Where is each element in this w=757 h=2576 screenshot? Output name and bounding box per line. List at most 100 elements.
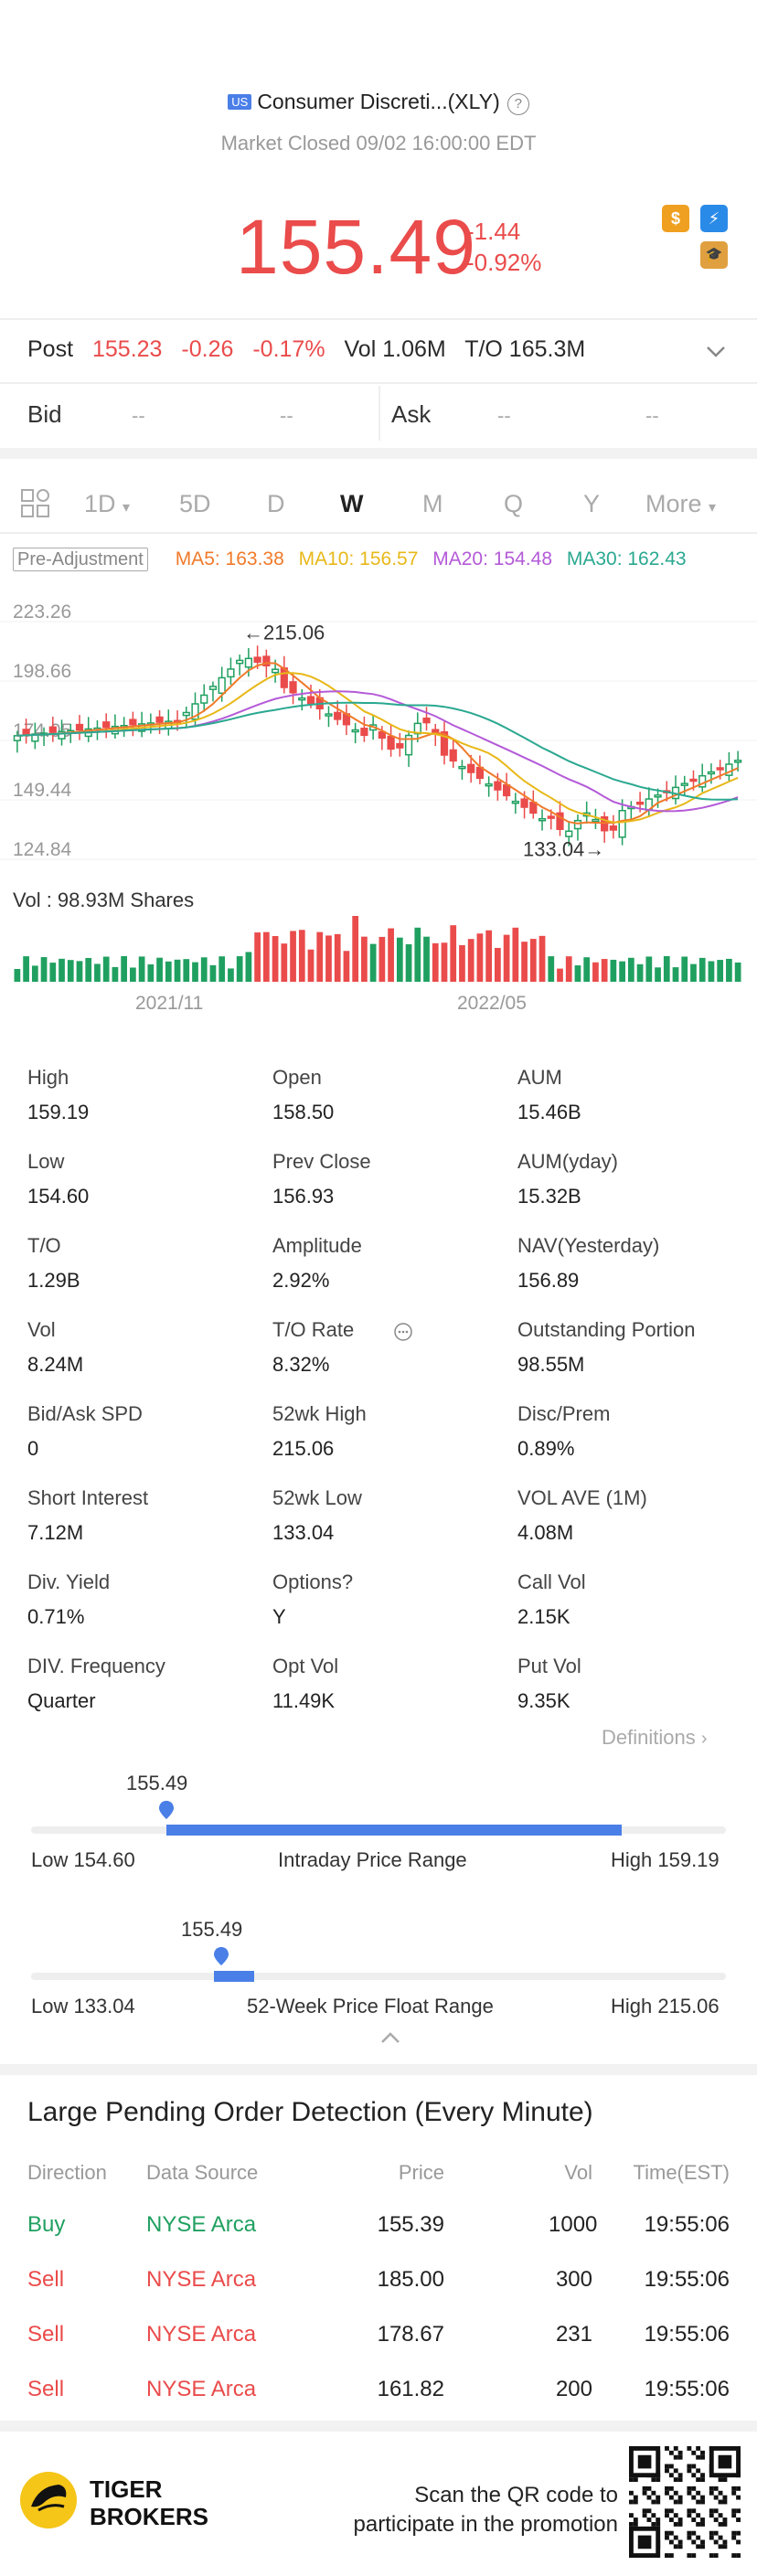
x-tick-label: 2022/05 <box>457 993 527 1014</box>
volume-bar <box>200 957 208 982</box>
help-icon[interactable]: ? <box>506 93 529 115</box>
location-pin-icon <box>159 1801 174 1819</box>
volume-bar <box>334 933 341 982</box>
chevron-down-icon[interactable] <box>706 346 726 358</box>
week52-low: Low 133.04 <box>31 1995 135 2017</box>
candle-body <box>271 668 280 674</box>
candle-body <box>485 782 493 787</box>
ma30-value: MA30: 162.43 <box>566 548 687 569</box>
stat-label: VOL AVE (1M) <box>517 1486 647 1509</box>
candle-body <box>494 781 502 791</box>
candle-body <box>13 735 21 741</box>
volume-bar <box>49 963 57 982</box>
tab-d[interactable]: D <box>267 490 285 517</box>
tab-q[interactable]: Q <box>504 490 524 517</box>
order-vol: 1000 <box>549 2212 598 2237</box>
candle-body <box>325 713 333 717</box>
dollar-icon[interactable]: $ <box>662 205 689 232</box>
stat-value: 1.29B <box>27 1269 80 1292</box>
stat-aum-yday: AUM(yday) 15.32B <box>517 1150 618 1208</box>
candle-body <box>449 749 457 762</box>
volume-bar <box>432 942 439 982</box>
stat-t-o: T/O 1.29B <box>27 1234 80 1293</box>
stat-label: Bid/Ask SPD <box>27 1402 143 1425</box>
candle-body <box>511 800 519 804</box>
stat-label: Short Interest <box>27 1486 149 1509</box>
stat-put-vol: Put Vol 9.35K <box>517 1655 581 1713</box>
volume-bar <box>672 967 679 982</box>
candle-body <box>182 711 190 717</box>
stat-label: High <box>27 1066 69 1089</box>
candle-body <box>529 802 538 814</box>
stat-label: Opt Vol <box>272 1655 339 1677</box>
stat-t-o-rate: T/O Rate 8.32% <box>272 1318 354 1377</box>
pre-adjustment-toggle[interactable]: Pre-Adjustment <box>13 548 148 571</box>
volume-bar <box>503 934 510 982</box>
stat-value: 0.89% <box>517 1437 575 1460</box>
volume-bar <box>298 930 305 982</box>
order-vol: 300 <box>555 2267 592 2292</box>
tab-m[interactable]: M <box>422 490 443 517</box>
education-icon[interactable]: 🎓 <box>700 241 728 269</box>
tab-1d[interactable]: 1D ▾ <box>84 490 131 517</box>
volume-bar <box>378 936 386 982</box>
chevron-up-icon[interactable] <box>380 2031 400 2044</box>
intraday-title: Intraday Price Range <box>278 1848 467 1871</box>
stat-value: 4.08M <box>517 1521 574 1544</box>
definitions-link[interactable]: Definitions › <box>602 1726 708 1749</box>
volume-bar <box>512 927 519 982</box>
more-info-icon[interactable] <box>393 1322 413 1342</box>
stock-title: US Consumer Discreti...(XLY)? <box>0 90 757 115</box>
volume-bar <box>538 935 546 982</box>
stat-prev-close: Prev Close 156.93 <box>272 1150 371 1208</box>
stat-options: Options? Y <box>272 1570 353 1629</box>
candle-body <box>218 676 226 695</box>
candlestick-chart[interactable]: 223.26198.66174.05149.44124.84←215.06133… <box>0 594 757 1015</box>
candle-body <box>378 730 386 740</box>
candle-body <box>556 812 564 830</box>
order-direction: Buy <box>27 2212 66 2237</box>
candle-body <box>75 723 84 731</box>
column-header: Vol <box>564 2161 592 2184</box>
volume-bar <box>396 937 403 982</box>
volume-bar <box>147 963 155 982</box>
stat-label: Vol <box>27 1318 56 1341</box>
volume-bar <box>726 958 732 982</box>
stat-label: AUM <box>517 1066 562 1089</box>
stat-label: DIV. Frequency <box>27 1655 165 1677</box>
tab-y[interactable]: Y <box>583 490 601 517</box>
stat-value: Y <box>272 1605 286 1628</box>
stat-vol: Vol 8.24M <box>27 1318 83 1377</box>
qr-code[interactable] <box>629 2446 741 2558</box>
volume-bar <box>627 957 634 982</box>
intraday-current: 155.49 <box>126 1772 188 1794</box>
candle-body <box>191 703 199 720</box>
candle-body <box>707 771 716 775</box>
y-tick-label: 124.84 <box>13 839 72 860</box>
tab-more[interactable]: More ▾ <box>645 490 717 517</box>
tab-5d[interactable]: 5D <box>179 490 211 517</box>
volume-bar <box>219 956 226 982</box>
volume-bar <box>521 942 528 982</box>
volume-bar <box>557 968 563 982</box>
candle-body <box>360 728 368 737</box>
stat-value: 158.50 <box>272 1101 335 1123</box>
column-header: Price <box>398 2161 444 2184</box>
volume-bar <box>574 965 581 982</box>
tab-w[interactable]: W <box>340 490 364 517</box>
volume-bar <box>281 943 288 982</box>
bid-label: Bid <box>27 400 62 428</box>
candle-body <box>592 818 600 823</box>
volume-bar <box>352 916 359 982</box>
lightning-icon[interactable]: ⚡ <box>700 205 728 232</box>
layout-grid-icon[interactable] <box>20 488 51 519</box>
candle-body <box>547 815 555 819</box>
week52-high: High 215.06 <box>611 1995 720 2017</box>
stat-value: 133.04 <box>272 1521 335 1544</box>
candle-body <box>58 730 66 740</box>
intraday-low: Low 154.60 <box>31 1848 135 1871</box>
volume-bar <box>121 956 128 982</box>
promo-text: Scan the QR code to participate in the p… <box>353 2483 619 2537</box>
candle-body <box>351 729 359 733</box>
intraday-range-bar <box>166 1825 622 1836</box>
